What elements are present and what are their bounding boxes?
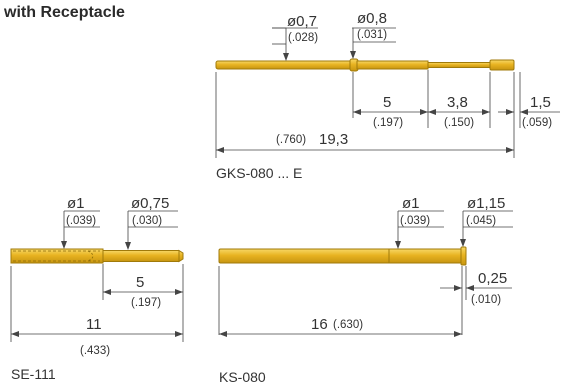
- gks-d1-label: ø0,7: [287, 13, 317, 30]
- ks-d2-label: ø1,15: [467, 195, 505, 212]
- gks-d2-inch-label: (.031): [357, 29, 387, 41]
- gks-total-label: 19,3: [319, 131, 348, 148]
- ks-small-inch-label: (.010): [471, 294, 501, 306]
- se-pin-tip: [178, 249, 184, 263]
- ks-total-inch-label: (.630): [333, 319, 363, 331]
- se-total-label: 11: [86, 316, 102, 333]
- ks-d1-inch-label: (.039): [400, 215, 430, 227]
- ks-sleeve-collar: [460, 246, 467, 266]
- se-d2-inch-label: (.030): [132, 215, 162, 227]
- gks-part-name: GKS-080 ... E: [216, 165, 302, 181]
- ks-d2-inch-label: (.045): [466, 215, 496, 227]
- se-part-name: SE-111: [11, 366, 56, 382]
- se-d1-inch-label: (.039): [66, 215, 96, 227]
- se-len-a-label: 5: [136, 274, 144, 291]
- se-d1-label: ø1: [67, 195, 85, 212]
- se-len-a-inch-label: (.197): [131, 297, 161, 309]
- gks-d1-inch-label: (.028): [288, 32, 318, 44]
- gks-pin-shaft: [215, 60, 353, 70]
- ks-part-name: KS-080: [219, 369, 266, 385]
- ks-d1-label: ø1: [402, 195, 420, 212]
- gks-len-c-inch-label: (.059): [522, 117, 552, 129]
- gks-len-b-label: 3,8: [447, 94, 468, 111]
- gks-d2-label: ø0,8: [357, 10, 387, 27]
- gks-len-b-inch-label: (.150): [444, 117, 474, 129]
- gks-total-inch-label: (.760): [276, 134, 306, 146]
- gks-len-c-label: 1,5: [530, 94, 551, 111]
- ks-total-label: 16: [311, 316, 328, 333]
- gks-pin-barrel: [356, 60, 429, 70]
- se-pin-body: [102, 250, 180, 262]
- page-title: with Receptacle: [4, 4, 125, 21]
- se-pin-drawing: ø1 (.039) ø0,75 (.030) 5 (.197) 11 (.433…: [10, 195, 184, 382]
- gks-pin-tip: [489, 59, 515, 71]
- se-d2-label: ø0,75: [131, 195, 169, 212]
- ks-pin-drawing: ø1 (.039) ø1,15 (.045) 0,25 (.010) 16 (.…: [218, 195, 513, 385]
- gks-pin-plunger: [427, 62, 491, 68]
- gks-pin-drawing: ø0,7 (.028) ø0,8 (.031) 5 (.197) 3,8 (.1…: [215, 10, 560, 181]
- ks-small-label: 0,25: [478, 270, 507, 287]
- ks-sleeve-body: [218, 248, 463, 264]
- gks-len-a-label: 5: [383, 94, 391, 111]
- gks-len-a-inch-label: (.197): [373, 117, 403, 129]
- se-total-inch-label: (.433): [80, 345, 110, 357]
